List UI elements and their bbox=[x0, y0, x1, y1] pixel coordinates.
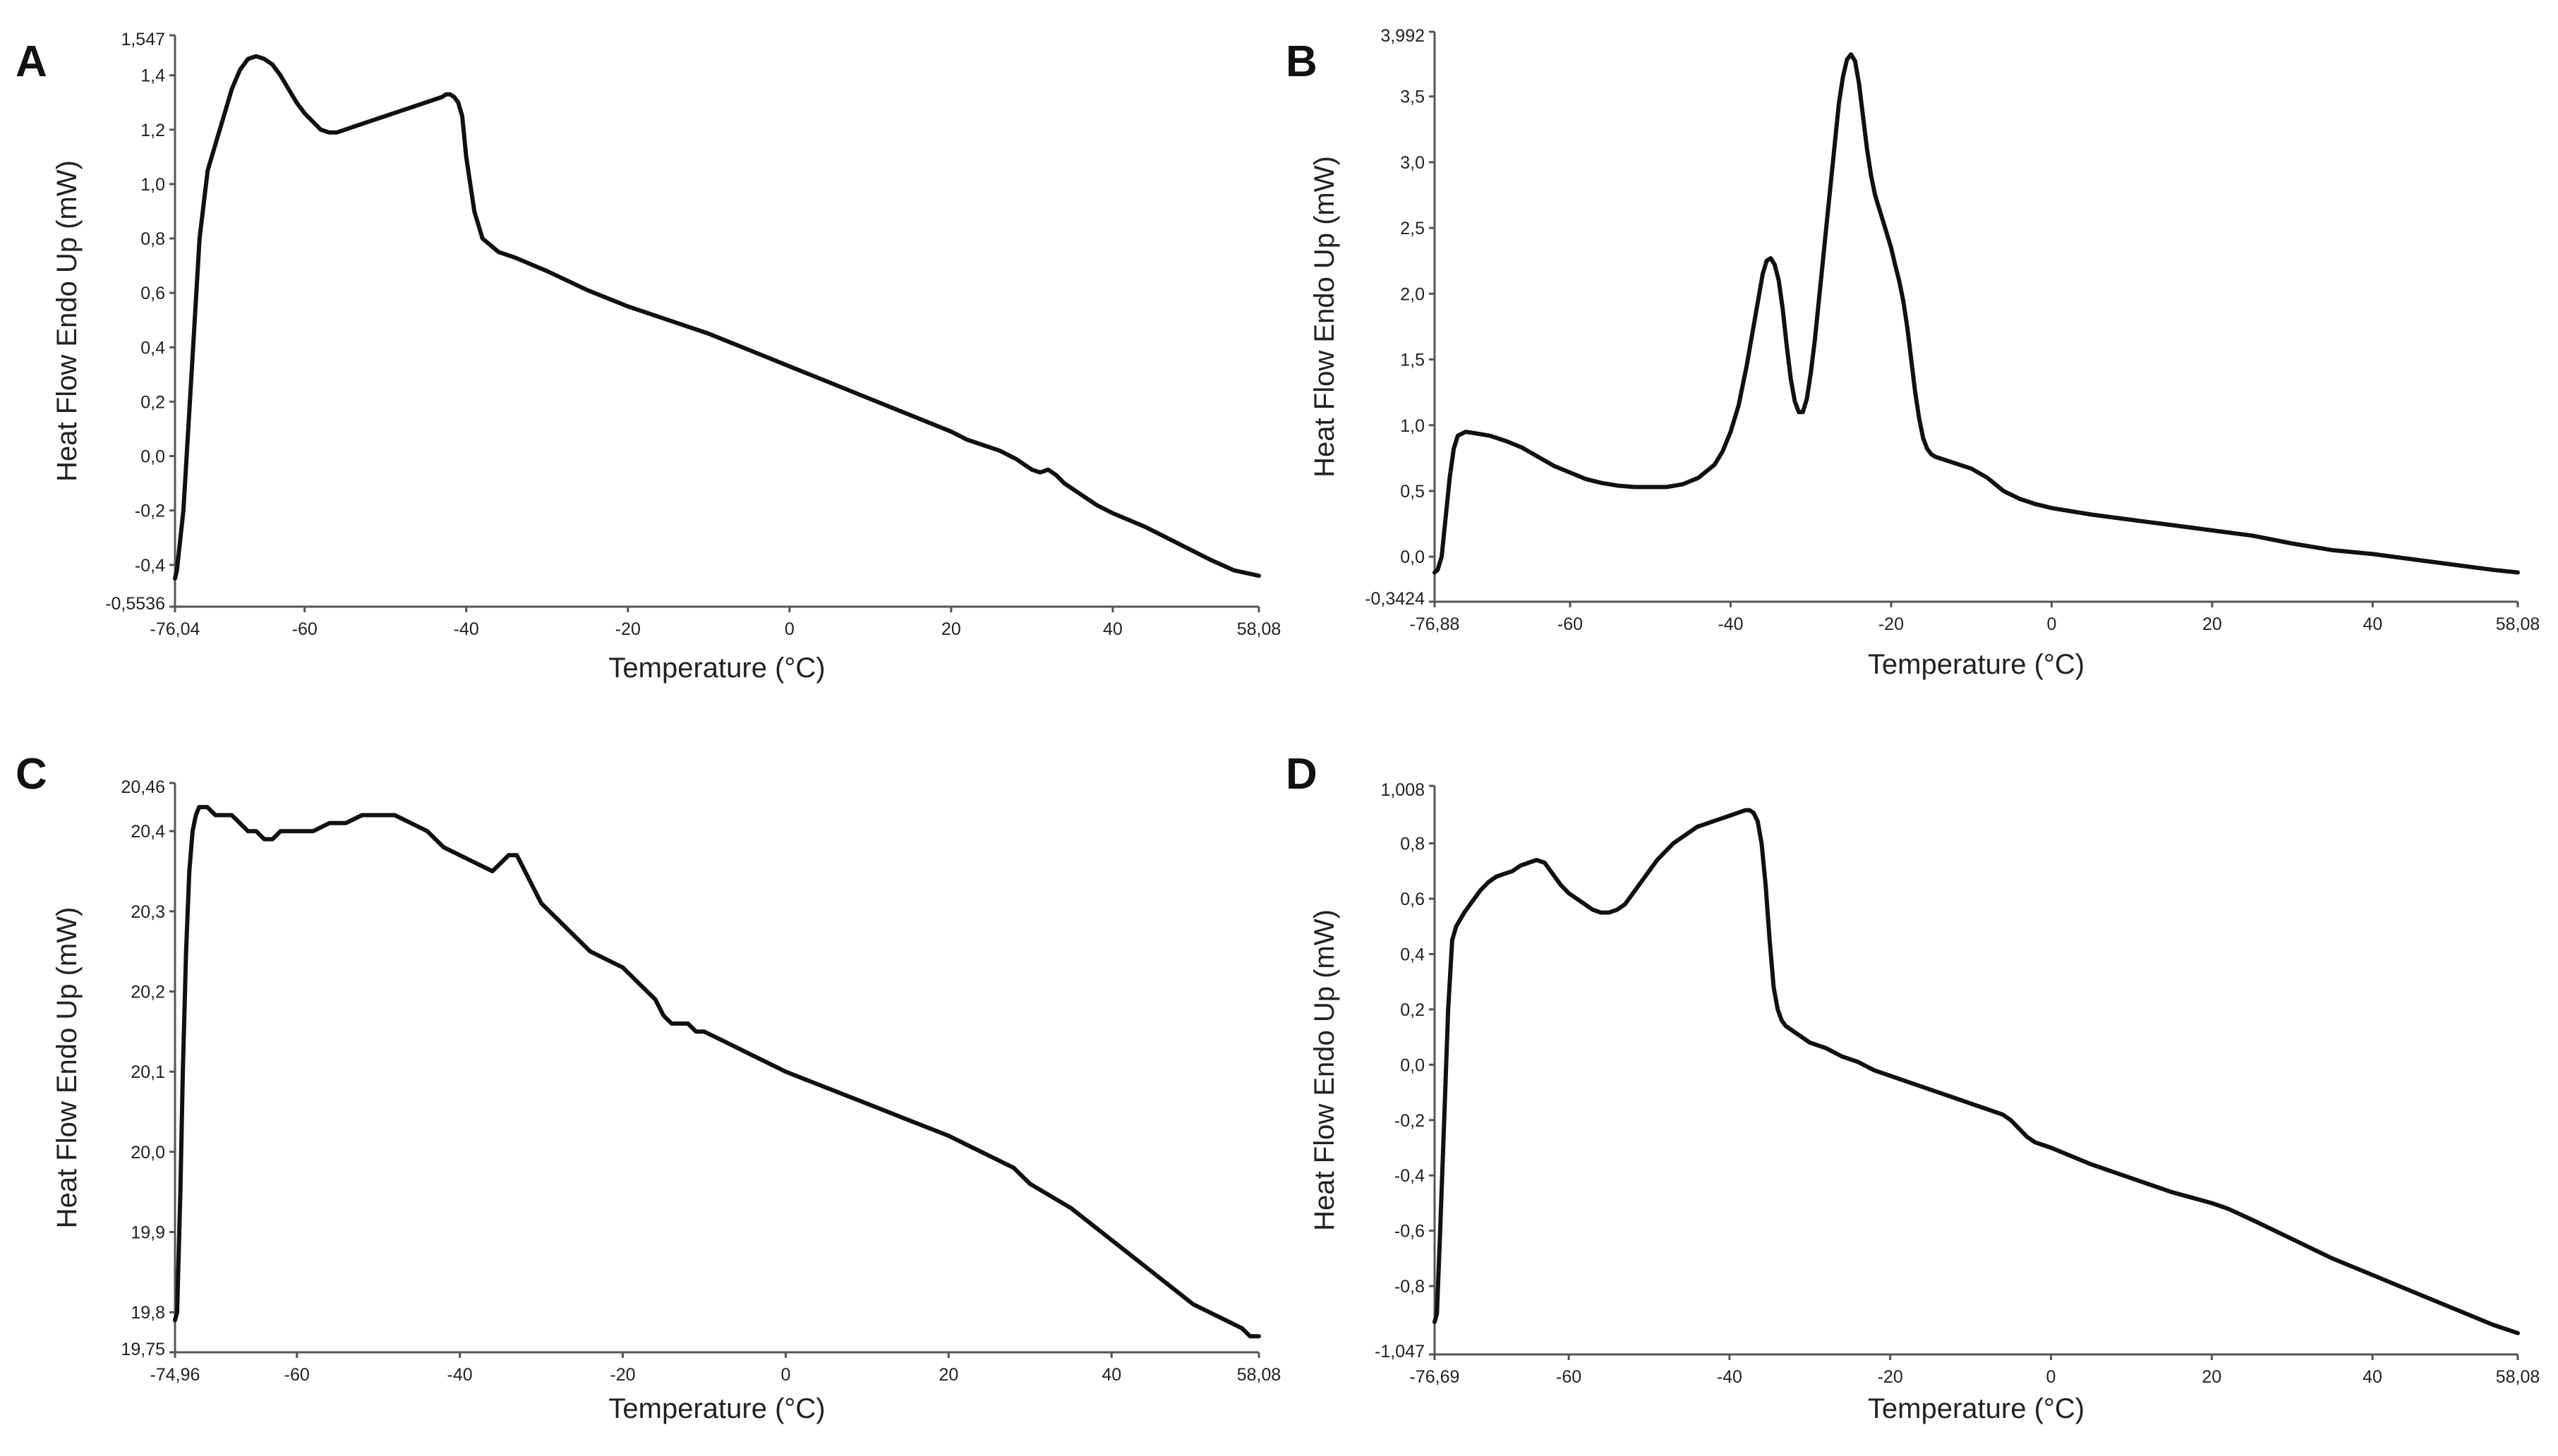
x-limit-label: -76,69 bbox=[1410, 1367, 1460, 1387]
x-axis-title: Temperature (°C) bbox=[608, 653, 825, 684]
x-tick-label: 20 bbox=[2202, 614, 2222, 634]
heat-flow-curve-d bbox=[1432, 808, 2520, 1335]
y-tick-label: -0,4 bbox=[1394, 1166, 1425, 1186]
y-limit-label: 19,75 bbox=[121, 1340, 165, 1359]
panel-label: C bbox=[16, 750, 47, 799]
y-tick-label: 20,0 bbox=[131, 1143, 165, 1163]
y-axis-title: Heat Flow Endo Up (mW) bbox=[52, 160, 83, 482]
y-tick-label: 0,6 bbox=[140, 284, 165, 303]
chart-panel-d: D -0,8 -0,6 -0,4 -0,2 0,0 0,2 0,4 0,6 0,8 -1,047 1,… bbox=[1286, 750, 2540, 1424]
x-limit-label: -76,88 bbox=[1410, 614, 1460, 634]
x-limit-label: -74,96 bbox=[150, 1365, 200, 1385]
y-tick-label: 0,0 bbox=[1400, 547, 1425, 567]
y-tick-label: -0,8 bbox=[1394, 1277, 1425, 1297]
y-tick-label: 1,0 bbox=[140, 175, 165, 195]
x-tick-label: -60 bbox=[284, 1365, 310, 1385]
y-tick-label: -0,2 bbox=[135, 502, 165, 521]
y-tick-label: 20,1 bbox=[131, 1062, 165, 1082]
y-limit-label: 20,46 bbox=[121, 777, 165, 797]
x-tick-label: -40 bbox=[1717, 1367, 1742, 1387]
x-tick-label: 40 bbox=[2363, 614, 2382, 634]
x-tick-label: -20 bbox=[615, 619, 641, 639]
y-axis-title: Heat Flow Endo Up (mW) bbox=[1309, 156, 1340, 478]
y-tick-label: 1,2 bbox=[140, 121, 165, 140]
y-tick-label: 2,0 bbox=[1400, 284, 1425, 304]
y-tick-label: 0,0 bbox=[140, 447, 165, 467]
y-tick-label: 0,0 bbox=[1400, 1055, 1425, 1075]
x-tick-label: 20 bbox=[2202, 1367, 2221, 1387]
y-limit-label: -0,3424 bbox=[1365, 589, 1425, 609]
x-tick-label: -60 bbox=[292, 619, 318, 639]
y-tick-label: 0,2 bbox=[1400, 1000, 1425, 1020]
x-tick-label: -60 bbox=[1557, 614, 1583, 634]
x-limit-label: -76,04 bbox=[150, 619, 200, 639]
y-tick-label: -0,4 bbox=[135, 556, 165, 576]
x-tick-label: 20 bbox=[941, 619, 961, 639]
x-limit-label: 58,08 bbox=[1237, 1365, 1281, 1385]
x-axis-title: Temperature (°C) bbox=[608, 1393, 825, 1424]
y-tick-label: 20,3 bbox=[131, 902, 165, 922]
panel-label: B bbox=[1286, 37, 1317, 86]
y-tick-label: 0,2 bbox=[140, 392, 165, 412]
x-tick-label: -40 bbox=[454, 619, 479, 639]
y-tick-label: 19,8 bbox=[131, 1303, 165, 1323]
x-tick-label: -20 bbox=[1878, 1367, 1903, 1387]
y-tick-label: 20,4 bbox=[131, 822, 165, 842]
y-limit-label: 1,008 bbox=[1380, 780, 1425, 800]
x-tick-label: 20 bbox=[939, 1365, 958, 1385]
y-tick-label: 0,6 bbox=[1400, 890, 1425, 909]
y-tick-label: -0,2 bbox=[1394, 1111, 1425, 1131]
x-tick-label: -20 bbox=[1878, 614, 1904, 634]
chart-panel-c: C 19,8 19,9 20,0 20,1 20,2 20,3 20,4 19,75 20,46 -… bbox=[16, 750, 1281, 1424]
y-tick-label: 3,0 bbox=[1400, 153, 1425, 173]
x-tick-label: -60 bbox=[1556, 1367, 1581, 1387]
heat-flow-curve-b bbox=[1432, 52, 2520, 575]
chart-panel-b: B 0,0 0,5 1,0 1,5 2,0 2,5 3,0 3,5 -0,3424 3,992 -60… bbox=[1286, 26, 2540, 680]
x-tick-label: 0 bbox=[785, 619, 795, 639]
x-limit-label: 58,08 bbox=[1237, 619, 1281, 639]
y-tick-label: 2,5 bbox=[1400, 219, 1425, 238]
y-tick-label: 0,4 bbox=[140, 338, 165, 358]
y-tick-label: -0,6 bbox=[1394, 1222, 1425, 1242]
chart-panel-a: A -0,4 -0,2 0,0 0,2 0,4 0,6 0,8 1,0 1,2 1,4 -0,5536… bbox=[16, 30, 1281, 684]
x-limit-label: 58,08 bbox=[2496, 1367, 2540, 1387]
y-tick-label: 19,9 bbox=[131, 1223, 165, 1243]
y-tick-label: 0,5 bbox=[1400, 482, 1425, 502]
y-tick-label: 0,8 bbox=[140, 229, 165, 249]
y-tick-label: 20,2 bbox=[131, 983, 165, 1002]
x-axis-title: Temperature (°C) bbox=[1868, 1393, 2085, 1424]
y-tick-label: 0,8 bbox=[1400, 835, 1425, 854]
panel-label: D bbox=[1286, 750, 1317, 799]
x-tick-label: 0 bbox=[2046, 614, 2056, 634]
x-tick-label: -20 bbox=[610, 1365, 635, 1385]
x-tick-label: 40 bbox=[1102, 1365, 1121, 1385]
y-axis-title: Heat Flow Endo Up (mW) bbox=[1309, 909, 1340, 1231]
panel-label: A bbox=[16, 37, 47, 86]
y-tick-label: 1,5 bbox=[1400, 351, 1425, 370]
x-tick-label: 0 bbox=[2046, 1367, 2056, 1387]
x-tick-label: 0 bbox=[780, 1365, 790, 1385]
y-tick-label: 3,5 bbox=[1400, 87, 1425, 107]
heat-flow-curve-c bbox=[173, 805, 1261, 1339]
y-limit-label: -0,5536 bbox=[105, 594, 165, 614]
y-tick-label: 1,0 bbox=[1400, 416, 1425, 436]
y-tick-label: 0,4 bbox=[1400, 945, 1425, 964]
x-limit-label: 58,08 bbox=[2496, 614, 2540, 634]
y-limit-label: -1,047 bbox=[1375, 1342, 1425, 1361]
x-tick-label: -40 bbox=[1718, 614, 1743, 634]
x-axis-title: Temperature (°C) bbox=[1868, 649, 2085, 680]
x-tick-label: 40 bbox=[1103, 619, 1123, 639]
heat-flow-curve-a bbox=[173, 54, 1261, 581]
y-axis-title: Heat Flow Endo Up (mW) bbox=[52, 907, 83, 1229]
y-limit-label: 1,547 bbox=[121, 30, 165, 49]
y-limit-label: 3,992 bbox=[1380, 26, 1425, 46]
x-tick-label: -40 bbox=[447, 1365, 473, 1385]
x-tick-label: 40 bbox=[2363, 1367, 2382, 1387]
y-tick-label: 1,4 bbox=[140, 66, 165, 86]
